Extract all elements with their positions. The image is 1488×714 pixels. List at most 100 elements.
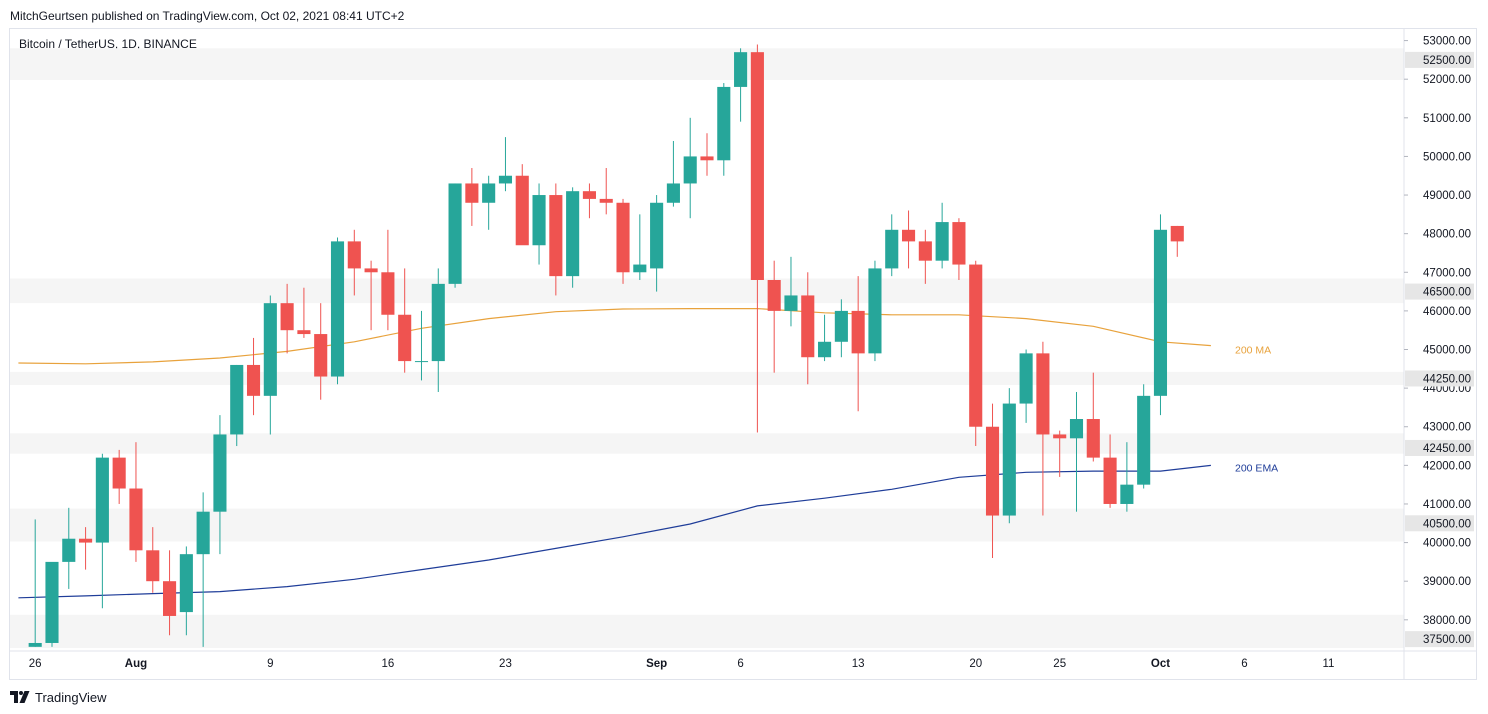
candle-body	[834, 310, 848, 342]
date-tick-label: 13	[852, 658, 865, 670]
date-tick-label: 9	[267, 658, 273, 670]
candle-body	[532, 195, 546, 246]
candle-body	[414, 361, 429, 363]
candle-body	[1086, 419, 1100, 458]
candle-body	[784, 295, 798, 311]
price-tick-label: 51000.00	[1423, 113, 1471, 125]
level-tag-label: 42450.00	[1423, 443, 1471, 455]
candle-body	[246, 364, 261, 396]
indicator-label: 200 MA	[1235, 345, 1271, 357]
date-tick-label: 16	[381, 658, 394, 670]
price-tick-label: 41000.00	[1423, 499, 1471, 511]
candle-body	[868, 268, 882, 354]
candle-body	[717, 86, 731, 161]
date-tick-label: 20	[969, 658, 982, 670]
candle-body	[969, 264, 983, 427]
candle-body	[935, 222, 949, 261]
level-zone	[10, 371, 1404, 386]
level-tag-bg	[1405, 51, 1474, 68]
indicator-labels: 200 MA 200 EMA	[1235, 345, 1278, 475]
level-tag-label: 40500.00	[1423, 518, 1471, 530]
footer-brand[interactable]: TradingView	[10, 687, 107, 707]
price-tick-label: 47000.00	[1423, 267, 1471, 279]
level-zone	[10, 278, 1404, 304]
date-tick-label: 11	[1322, 658, 1334, 670]
indicator-lines	[18, 308, 1211, 599]
candle-body	[146, 550, 160, 582]
candle-body	[851, 310, 865, 354]
candle-body	[448, 183, 462, 284]
candle-body	[666, 183, 680, 203]
date-axis: 26 Aug 9 16 23 Sep 6 13 20 25 Oct 6 11	[10, 650, 1476, 670]
price-axis: 53000.00 52000.00 51000.00 50000.00 49000.00…	[1403, 29, 1471, 680]
price-tick-label: 39000.00	[1423, 576, 1471, 588]
candle-body	[364, 268, 378, 273]
candle-body	[1019, 353, 1033, 404]
level-zone	[10, 48, 1404, 80]
ma200-line	[18, 308, 1211, 365]
level-tag-bg	[1405, 631, 1474, 648]
price-tick-label: 53000.00	[1423, 36, 1471, 48]
candle-body	[1103, 457, 1117, 504]
candle-body	[129, 488, 143, 551]
candle-body	[1069, 419, 1084, 439]
candle-body	[347, 241, 361, 269]
date-tick-label: 26	[29, 658, 42, 670]
footer-brand-label: TradingView	[35, 689, 107, 705]
date-tick-label: 6	[1241, 658, 1247, 670]
candle-body	[1170, 225, 1184, 242]
candle-body	[95, 457, 109, 543]
candle-body	[79, 538, 93, 543]
candle-body	[901, 229, 916, 242]
candle-body	[196, 511, 210, 555]
candle-body	[985, 426, 1000, 516]
price-tick-label: 46000.00	[1423, 306, 1471, 318]
date-tick-label: Oct	[1151, 658, 1170, 670]
date-tick-label: 6	[737, 658, 743, 670]
price-tick-label: 38000.00	[1423, 615, 1471, 627]
level-tag-label: 37500.00	[1423, 634, 1471, 646]
candle-body	[801, 295, 815, 358]
candle-body	[1153, 229, 1168, 396]
candle-body	[465, 183, 479, 203]
ema200-line	[18, 464, 1211, 599]
price-tick-label: 42000.00	[1423, 460, 1471, 472]
candle-body	[1036, 353, 1050, 435]
level-tag-bg	[1405, 515, 1474, 532]
date-tick-label: Sep	[646, 658, 667, 670]
level-zone	[10, 433, 1404, 454]
candle-body	[633, 264, 647, 273]
level-tag-bg	[1405, 439, 1474, 456]
candle-body	[263, 303, 277, 396]
candle-body	[1120, 484, 1134, 504]
candle-body	[750, 52, 764, 280]
level-tag-label: 46500.00	[1423, 287, 1471, 299]
level-tag-label: 44250.00	[1423, 373, 1471, 385]
candle-body	[179, 554, 193, 613]
price-tick-label: 45000.00	[1423, 345, 1471, 357]
candle-body	[616, 202, 630, 273]
candle-body	[683, 156, 697, 184]
level-tags: 52500.00 46500.00 44250.00 42450.00 40500.00…	[1405, 51, 1474, 648]
candle-body	[431, 283, 445, 362]
candle-body	[314, 334, 328, 377]
date-tick-label: 23	[499, 658, 512, 670]
candle-body	[28, 642, 42, 647]
symbol-title: Bitcoin / TetherUS, 1D, BINANCE	[19, 37, 197, 51]
price-tick-label: 49000.00	[1423, 190, 1471, 202]
price-tick-label: 43000.00	[1423, 422, 1471, 434]
level-tag-bg	[1405, 283, 1474, 300]
candle-body	[952, 222, 966, 265]
candle-body	[1002, 403, 1016, 516]
candle-body	[818, 341, 832, 358]
price-tick-label: 52000.00	[1423, 74, 1471, 86]
price-tick-label: 48000.00	[1423, 229, 1471, 241]
candle-body	[885, 229, 899, 269]
indicator-label: 200 EMA	[1235, 462, 1278, 474]
candle-body	[650, 202, 664, 269]
candle-body	[163, 581, 177, 616]
candle-body	[515, 175, 529, 246]
candle-body	[1137, 395, 1151, 485]
tradingview-logo-icon	[10, 691, 30, 703]
